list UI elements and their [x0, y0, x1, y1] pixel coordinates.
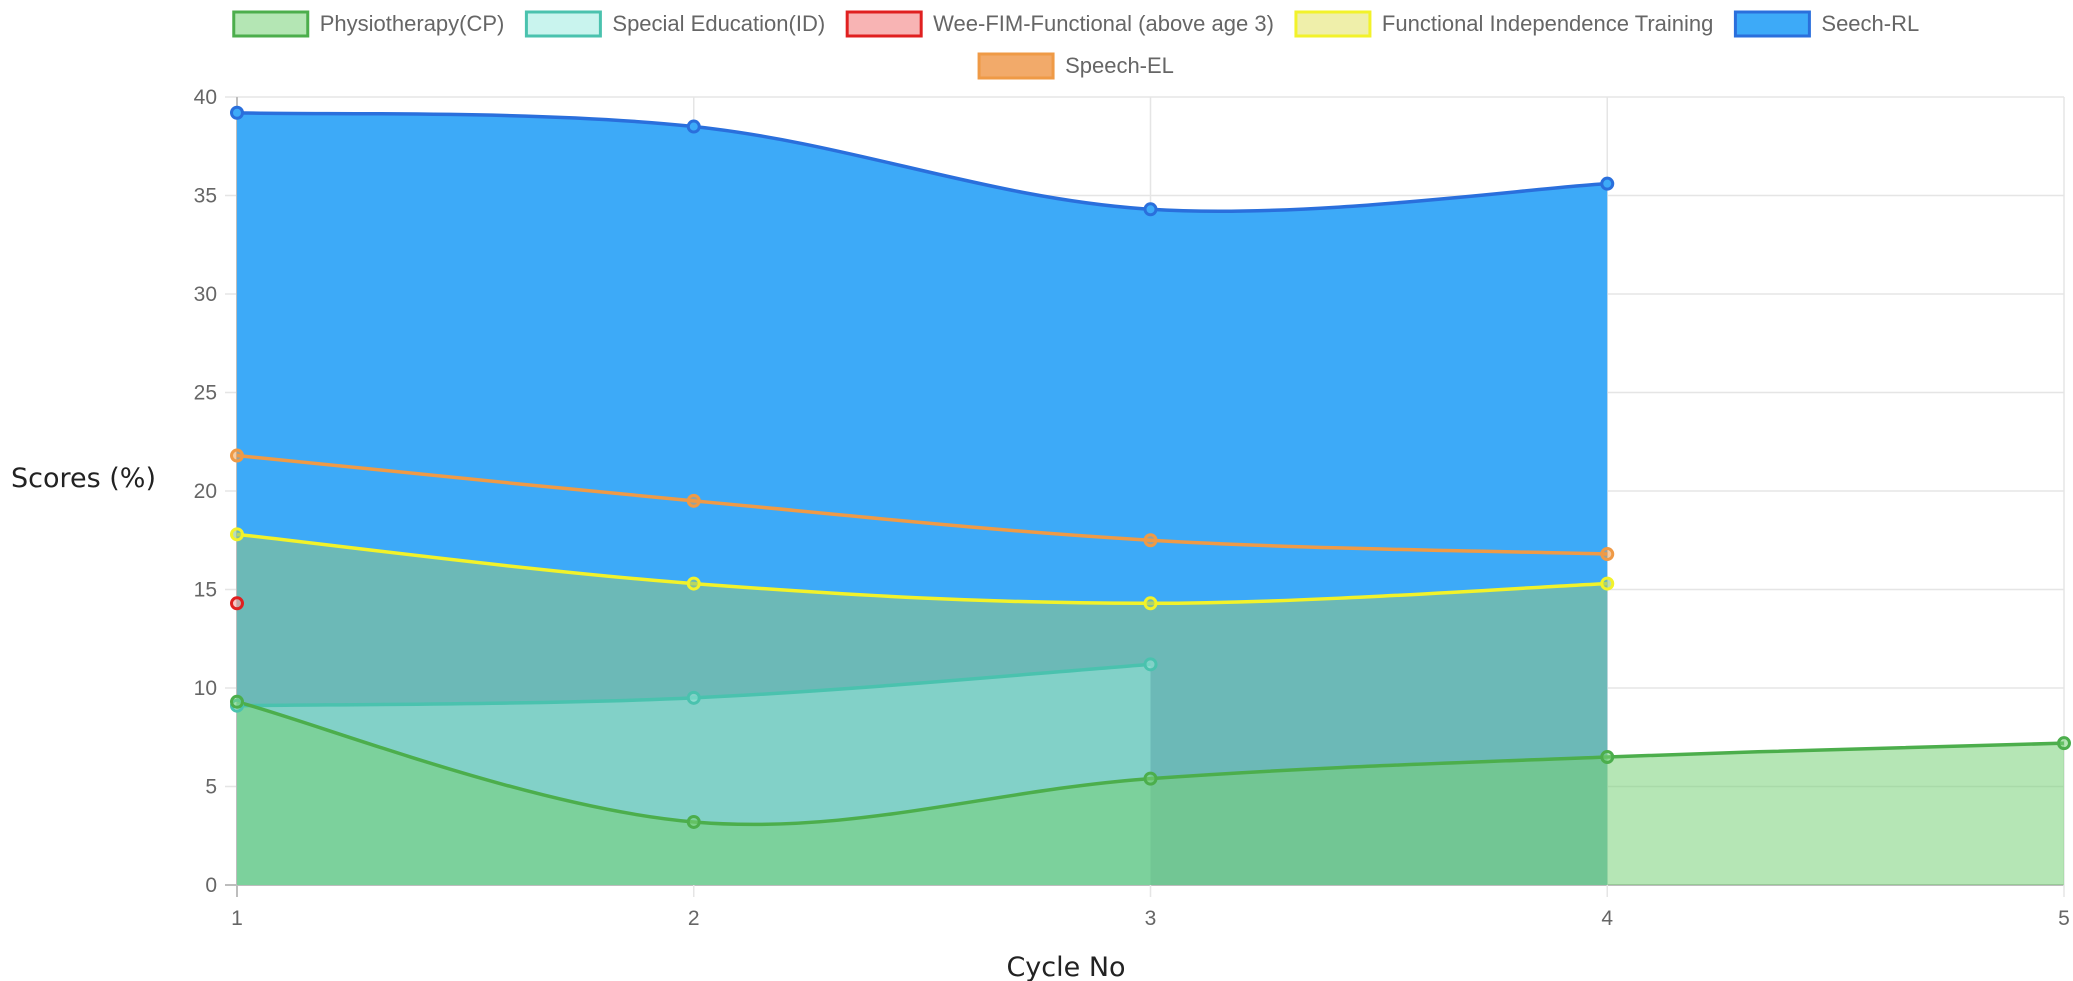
point-special-education-id[interactable]: [1143, 657, 1158, 672]
area-physiotherapy-cp: [237, 701, 2064, 885]
legend-label: Seech-RL: [1821, 11, 1919, 36]
legend-item-functional-independence-training[interactable]: Functional Independence Training: [1294, 10, 1713, 38]
point-physiotherapy-cp[interactable]: [230, 694, 244, 709]
legend-item-physiotherapy-cp[interactable]: Physiotherapy(CP): [232, 10, 505, 38]
point-functional-independence-training[interactable]: [1600, 576, 1615, 591]
point-speech-el[interactable]: [1600, 547, 1615, 562]
point-seech-rl[interactable]: [686, 119, 701, 134]
point-speech-el[interactable]: [1143, 533, 1158, 548]
legend-label: Wee-FIM-Functional (above age 3): [933, 11, 1274, 36]
x-tick-label: 5: [2058, 907, 2070, 930]
legend-swatch: [524, 10, 602, 38]
legend-item-speech-el[interactable]: Speech-EL: [977, 52, 1174, 80]
point-physiotherapy-cp[interactable]: [1143, 771, 1158, 786]
y-tick-label: 20: [194, 480, 217, 503]
x-tick-label: 4: [1601, 907, 1613, 930]
point-physiotherapy-cp[interactable]: [2057, 736, 2071, 751]
point-physiotherapy-cp[interactable]: [1600, 749, 1615, 764]
legend-item-seech-rl[interactable]: Seech-RL: [1733, 10, 1919, 38]
legend-swatch: [1294, 10, 1372, 38]
point-wee-fim-functional-above-age-3[interactable]: [230, 596, 244, 611]
axis-ticks: 0 5 10 15 20 25 30 35 40 1 2 3 4 5: [194, 86, 2070, 930]
y-tick-label: 10: [194, 677, 217, 700]
y-tick-label: 30: [194, 283, 217, 306]
legend-label: Special Education(ID): [612, 11, 825, 36]
x-tick-label: 3: [1145, 907, 1157, 930]
point-functional-independence-training[interactable]: [230, 527, 244, 542]
x-tick-label: 2: [688, 907, 700, 930]
legend-swatch: [232, 10, 310, 38]
point-speech-el[interactable]: [230, 448, 244, 463]
point-functional-independence-training[interactable]: [1143, 596, 1158, 611]
legend-swatch: [845, 10, 923, 38]
legend-label: Functional Independence Training: [1382, 11, 1713, 36]
legend-item-special-education-id[interactable]: Special Education(ID): [524, 10, 825, 38]
y-tick-label: 25: [194, 382, 217, 405]
y-axis-title: Scores (%): [11, 463, 156, 494]
x-tick-label: 1: [231, 907, 243, 930]
x-axis-title: Cycle No: [1006, 952, 1125, 981]
y-tick-label: 40: [194, 86, 217, 109]
legend-item-wee-fim-functional-above-age-3[interactable]: Wee-FIM-Functional (above age 3): [845, 10, 1274, 38]
y-tick-label: 35: [194, 185, 217, 208]
line-functional-independence-training: [236, 532, 1608, 606]
legend-label: Physiotherapy(CP): [320, 11, 505, 36]
legend-swatch: [1733, 10, 1811, 38]
point-speech-el[interactable]: [686, 493, 701, 508]
series-points: [230, 105, 2071, 829]
point-seech-rl[interactable]: [1600, 176, 1615, 191]
point-functional-independence-training[interactable]: [686, 576, 701, 591]
line-seech-rl: [236, 111, 1608, 214]
legend[interactable]: Physiotherapy(CP) Special Education(ID) We…: [232, 10, 1919, 80]
point-special-education-id[interactable]: [686, 690, 701, 705]
line-speech-el: [236, 453, 1608, 556]
point-physiotherapy-cp[interactable]: [686, 814, 701, 829]
y-tick-label: 15: [194, 579, 217, 602]
point-seech-rl[interactable]: [1143, 202, 1158, 217]
y-tick-label: 0: [205, 874, 217, 897]
series-areas: [237, 112, 2064, 885]
y-tick-label: 5: [205, 776, 217, 799]
point-seech-rl[interactable]: [230, 105, 244, 120]
legend-label: Speech-EL: [1065, 53, 1174, 78]
legend-swatch: [977, 52, 1055, 80]
